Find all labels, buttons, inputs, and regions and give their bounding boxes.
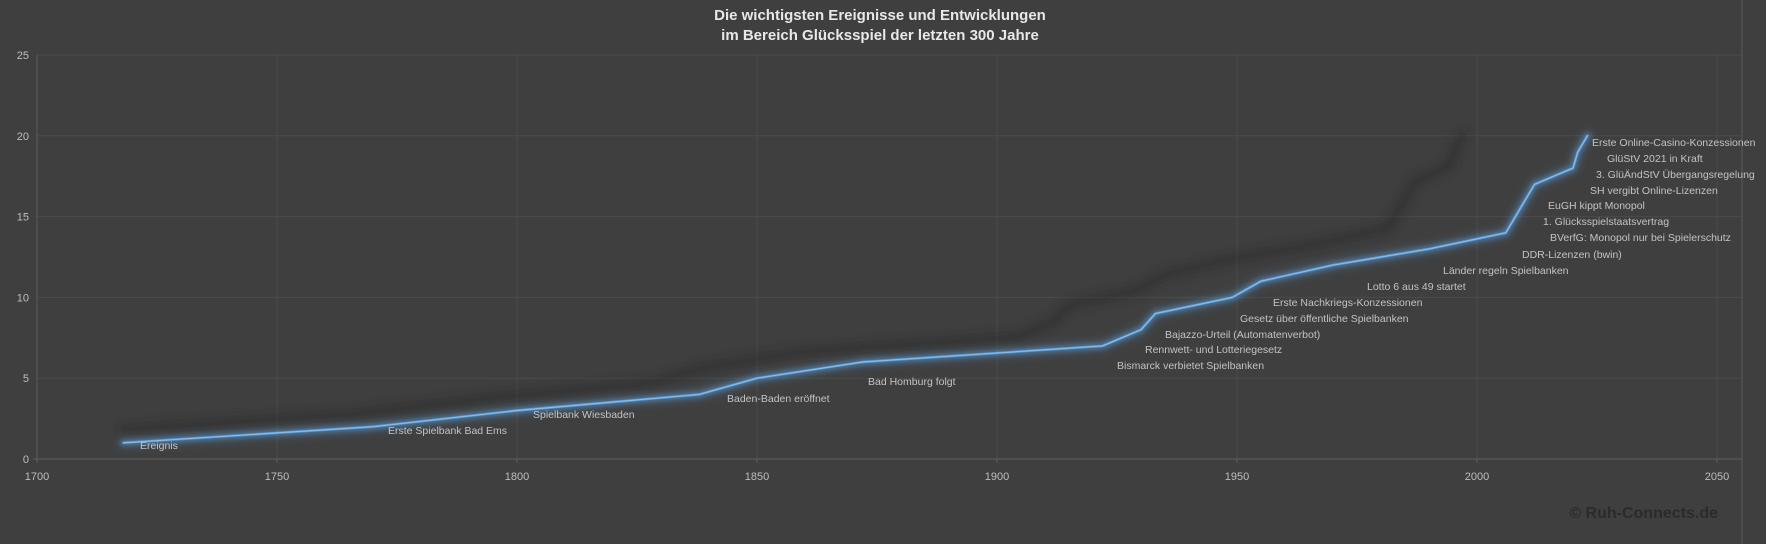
- event-data-label: Gesetz über öffentliche Spielbanken: [1240, 313, 1409, 325]
- event-data-label: EuGH kippt Monopol: [1548, 200, 1645, 212]
- x-axis-tick-label: 1850: [745, 471, 769, 483]
- x-axis-tick-label: 2000: [1465, 471, 1489, 483]
- event-data-label: Lotto 6 aus 49 startet: [1367, 281, 1466, 293]
- chart-title-line1: Die wichtigsten Ereignisse und Entwicklu…: [714, 7, 1046, 24]
- event-data-label: 3. GlüÄndStV Übergangsregelung: [1596, 169, 1755, 181]
- series-shadow-line: [120, 131, 1467, 434]
- event-data-label: Bajazzo-Urteil (Automatenverbot): [1165, 329, 1320, 341]
- event-data-label: DDR-Lizenzen (bwin): [1522, 249, 1622, 261]
- event-data-label: Bad Homburg folgt: [868, 376, 956, 388]
- x-axis-tick-label: 1950: [1225, 471, 1249, 483]
- event-data-label: Erste Online-Casino-Konzessionen: [1592, 137, 1756, 149]
- event-data-label: Baden-Baden eröffnet: [727, 393, 830, 405]
- x-axis-tick-label: 1750: [265, 471, 289, 483]
- event-data-label: Erste Nachkriegs-Konzessionen: [1273, 297, 1423, 309]
- event-data-label: Ereignis: [140, 440, 178, 452]
- x-axis-tick-label: 1900: [985, 471, 1009, 483]
- y-axis-tick-label: 20: [17, 131, 29, 143]
- event-data-label: Erste Spielbank Bad Ems: [388, 425, 507, 437]
- chart-title-line2: im Bereich Glücksspiel der letzten 300 J…: [721, 27, 1039, 44]
- event-data-label: Spielbank Wiesbaden: [533, 409, 635, 421]
- y-axis-tick-label: 5: [23, 373, 29, 385]
- event-data-label: 1. Glücksspielstaatsvertrag: [1543, 216, 1669, 228]
- event-data-label: Bismarck verbietet Spielbanken: [1117, 360, 1264, 372]
- y-axis-tick-label: 15: [17, 212, 29, 224]
- y-axis-tick-label: 10: [17, 292, 29, 304]
- event-data-label: GlüStV 2021 in Kraft: [1607, 153, 1703, 165]
- x-axis-tick-label: 1700: [25, 471, 49, 483]
- series-line-highlight: [122, 135, 1588, 444]
- event-data-label: BVerfG: Monopol nur bei Spielerschutz: [1550, 232, 1731, 244]
- event-data-label: SH vergibt Online-Lizenzen: [1590, 185, 1718, 197]
- x-axis-tick-label: 2050: [1705, 471, 1729, 483]
- event-data-label: Rennwett- und Lotteriegesetz: [1145, 344, 1282, 356]
- watermark-text: © Ruh-Connects.de: [1569, 505, 1718, 522]
- event-data-label: Länder regeln Spielbanken: [1443, 265, 1569, 277]
- y-axis-tick-label: 0: [23, 454, 29, 466]
- y-axis-tick-label: 25: [17, 50, 29, 62]
- x-axis-tick-label: 1800: [505, 471, 529, 483]
- chart-title: Die wichtigsten Ereignisse und Entwicklu…: [0, 6, 1760, 46]
